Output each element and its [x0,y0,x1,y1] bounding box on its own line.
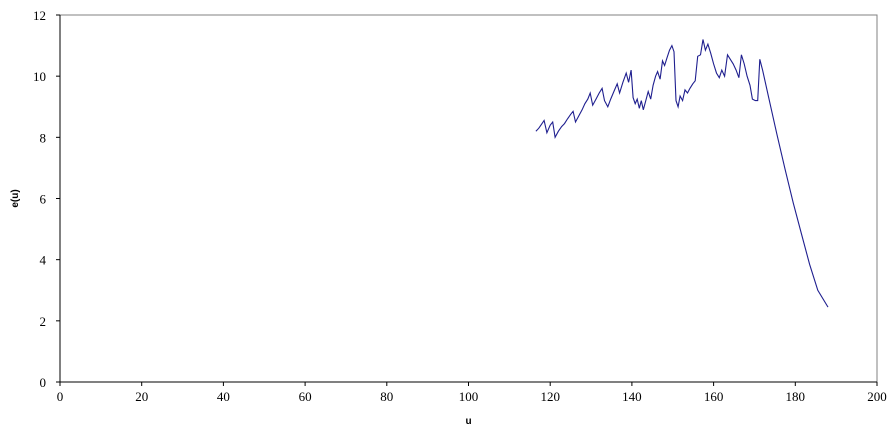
x-tick-label: 200 [867,389,887,404]
x-axis-title: u [465,416,471,427]
y-tick-label: 10 [33,69,46,84]
x-tick-label: 120 [540,389,560,404]
x-axis-ticks: 0 20 40 60 80 100 120 140 160 180 200 [57,382,887,404]
plot-frame [59,14,878,383]
y-tick-label: 12 [33,8,46,23]
y-axis-ticks: 0 2 4 6 8 10 12 [33,8,60,390]
x-tick-label: 180 [786,389,806,404]
x-tick-label: 20 [135,389,148,404]
y-tick-label: 4 [40,253,47,268]
x-tick-label: 60 [299,389,312,404]
x-tick-label: 0 [57,389,64,404]
y-tick-label: 8 [40,130,47,145]
x-tick-label: 140 [622,389,642,404]
y-tick-label: 6 [40,192,47,207]
x-tick-label: 100 [459,389,479,404]
series-line [535,39,829,308]
y-tick-label: 2 [40,314,47,329]
y-tick-label: 0 [40,375,47,390]
plot-area [59,14,878,383]
x-tick-label: 160 [704,389,724,404]
y-axis-title: e(u) [10,189,21,207]
x-tick-label: 40 [217,389,230,404]
x-tick-label: 80 [380,389,393,404]
